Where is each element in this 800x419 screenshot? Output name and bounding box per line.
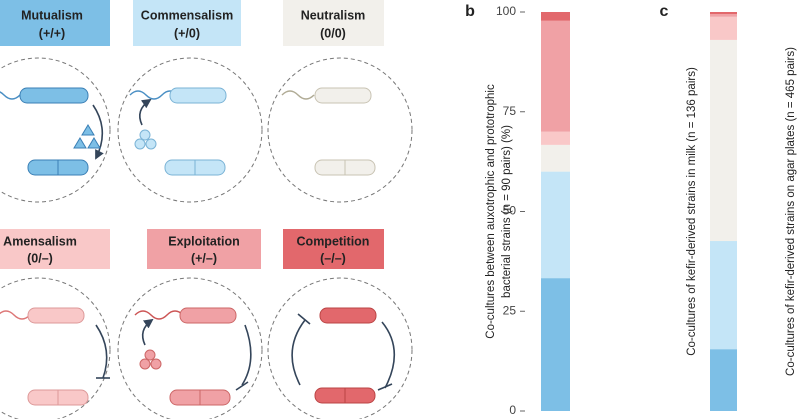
neutralism-diagram xyxy=(267,57,413,203)
box-sign: (0/–) xyxy=(27,251,53,265)
arrow xyxy=(141,318,154,346)
box xyxy=(0,0,110,46)
bar-segment xyxy=(541,144,570,172)
bar-segment xyxy=(710,12,737,14)
box xyxy=(0,229,110,269)
ring xyxy=(267,57,413,203)
box-title: Amensalism xyxy=(3,234,77,248)
bacterium xyxy=(27,307,85,324)
box-sign: (+/+) xyxy=(39,26,65,40)
ring xyxy=(117,57,263,203)
box-sign: (–/–) xyxy=(320,251,346,265)
box-title: Competition xyxy=(297,234,370,248)
y-tick-label: 0 xyxy=(509,403,516,417)
metabolite xyxy=(144,349,156,361)
bar-segment xyxy=(541,171,570,279)
ring xyxy=(267,277,413,419)
bar-segment xyxy=(710,16,737,40)
bacterium xyxy=(19,87,89,104)
bar-segment xyxy=(710,241,737,350)
bar-segment xyxy=(541,278,570,411)
box-sign: (+/–) xyxy=(191,251,217,265)
exploitation-diagram xyxy=(117,277,263,419)
arrow xyxy=(92,104,104,160)
dna xyxy=(0,310,31,320)
inhibition xyxy=(95,324,108,379)
bacterium xyxy=(179,307,237,324)
ring xyxy=(117,277,263,419)
inhibition-bar xyxy=(235,381,249,391)
panel-letter: c xyxy=(660,3,669,20)
box xyxy=(283,229,384,269)
dna xyxy=(129,90,179,100)
metabolite xyxy=(73,137,87,149)
y-tick-label: 75 xyxy=(503,104,517,118)
box-title: Neutralism xyxy=(301,8,366,22)
metabolite xyxy=(139,129,151,141)
metabolite xyxy=(139,358,151,370)
box xyxy=(147,229,261,269)
interaction-boxes: Mutualism (+/+) Commensalism (+/0) Neutr… xyxy=(0,0,384,269)
inhibition-bar xyxy=(297,313,311,325)
ring xyxy=(0,57,111,203)
box-sign: (0/0) xyxy=(320,26,346,40)
bacterium xyxy=(169,87,227,104)
metabolite xyxy=(134,138,146,150)
y-tick-label: 50 xyxy=(503,204,517,218)
y-axis-label: Co-cultures of kefir-derived strains in … xyxy=(686,67,698,356)
amensalism-diagram xyxy=(0,277,111,419)
metabolite xyxy=(150,358,162,370)
metabolite xyxy=(87,137,101,149)
metabolite xyxy=(145,138,157,150)
box xyxy=(283,0,384,46)
metabolite xyxy=(81,124,95,136)
y-axis-label: Co-cultures between auxotrophic and prot… xyxy=(485,84,497,339)
y-axis-label: Co-cultures of kefir-derived strains on … xyxy=(785,47,797,376)
inhibition xyxy=(241,324,252,386)
bar-segment xyxy=(710,13,737,17)
arrow xyxy=(139,98,152,126)
bar-segment xyxy=(541,131,570,145)
bar-segment xyxy=(710,39,737,242)
y-tick-label: 25 xyxy=(503,303,517,317)
dna xyxy=(281,90,315,100)
ring xyxy=(0,277,111,419)
competition-diagram xyxy=(267,277,413,419)
panel-letter: b xyxy=(465,3,475,20)
inhibition xyxy=(381,321,396,389)
y-tick-label: 100 xyxy=(496,4,516,18)
box-title: Mutualism xyxy=(21,8,83,22)
inhibition-bar xyxy=(377,383,393,391)
box-sign: (+/0) xyxy=(174,26,200,40)
box-title: Exploitation xyxy=(168,234,240,248)
box xyxy=(133,0,241,46)
box-title: Commensalism xyxy=(141,8,233,22)
commensalism-diagram xyxy=(117,57,263,203)
bacterium xyxy=(314,87,372,104)
bar-segment xyxy=(541,12,570,21)
bar-segment xyxy=(541,20,570,132)
bacterium xyxy=(319,307,377,324)
dna xyxy=(134,310,184,320)
mutualism-diagram xyxy=(0,57,111,203)
inhibition xyxy=(291,319,306,386)
bar-segment xyxy=(710,349,737,411)
y-axis-label: bacterial strains (n = 90 pairs) (%) xyxy=(501,125,513,298)
